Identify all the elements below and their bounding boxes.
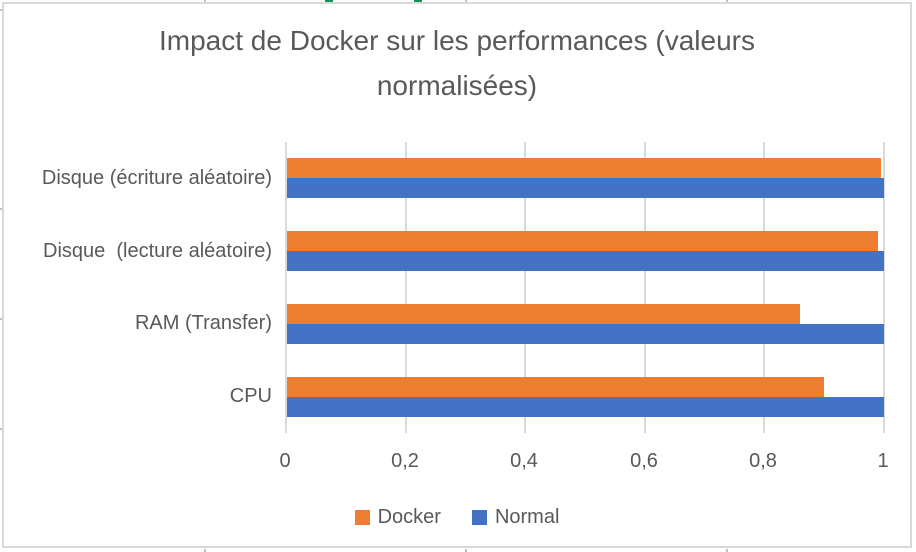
chart-title[interactable]: Impact de Docker sur les performances (v… [159,25,755,101]
worksheet-row-tick [0,428,2,430]
x-tick-label: 0,8 [749,450,777,472]
x-tick-label: 0,4 [510,450,538,472]
worksheet-column-tick [465,549,467,552]
legend-item-normal[interactable]: Normal [471,505,560,529]
x-tick-label: 0,2 [391,450,419,472]
bar-docker-3[interactable] [287,376,824,397]
category-label: RAM (Transfer) [134,312,272,335]
category-label: Disque (écriture aléatoire) [41,166,272,189]
gridline [883,142,885,433]
worksheet-column-tick [204,0,206,2]
worksheet-column-tick [465,0,467,2]
legend-label: Docker [377,505,441,528]
gridline [524,142,526,433]
bar-normal-0[interactable] [287,178,884,199]
legend-label: Normal [494,505,560,528]
x-tick-label: 0,6 [630,450,658,472]
x-tick-label: 0 [279,450,291,472]
bar-docker-0[interactable] [287,158,881,179]
worksheet-row-tick [0,208,2,210]
worksheet-green-cell-mark [414,0,422,2]
x-tick-label: 1 [877,450,889,472]
gridline [763,142,765,433]
gridline [644,142,646,433]
bar-docker-2[interactable] [287,303,800,324]
worksheet-column-tick [726,0,728,2]
gridline [405,142,407,433]
plot-area: 0 0,2 0,4 0,6 0,8 1 Disque (écriture aléatoire… [4,4,910,546]
legend-item-docker[interactable]: Docker [354,505,441,529]
legend: Docker Normal [4,505,910,529]
legend-swatch [471,509,487,525]
legend-swatch [354,509,370,525]
category-axis-line [285,142,287,433]
worksheet-green-cell-mark [325,0,333,2]
worksheet-row-tick [0,9,2,11]
worksheet-column-tick [204,549,206,552]
bar-normal-2[interactable] [287,323,884,344]
category-label: CPU [229,385,272,408]
worksheet-row-tick [0,318,2,320]
bar-normal-3[interactable] [287,396,884,417]
bar-docker-1[interactable] [287,231,878,252]
worksheet-column-tick [726,549,728,552]
bar-normal-1[interactable] [287,251,884,272]
category-label: Disque (lecture aléatoire) [43,239,272,262]
